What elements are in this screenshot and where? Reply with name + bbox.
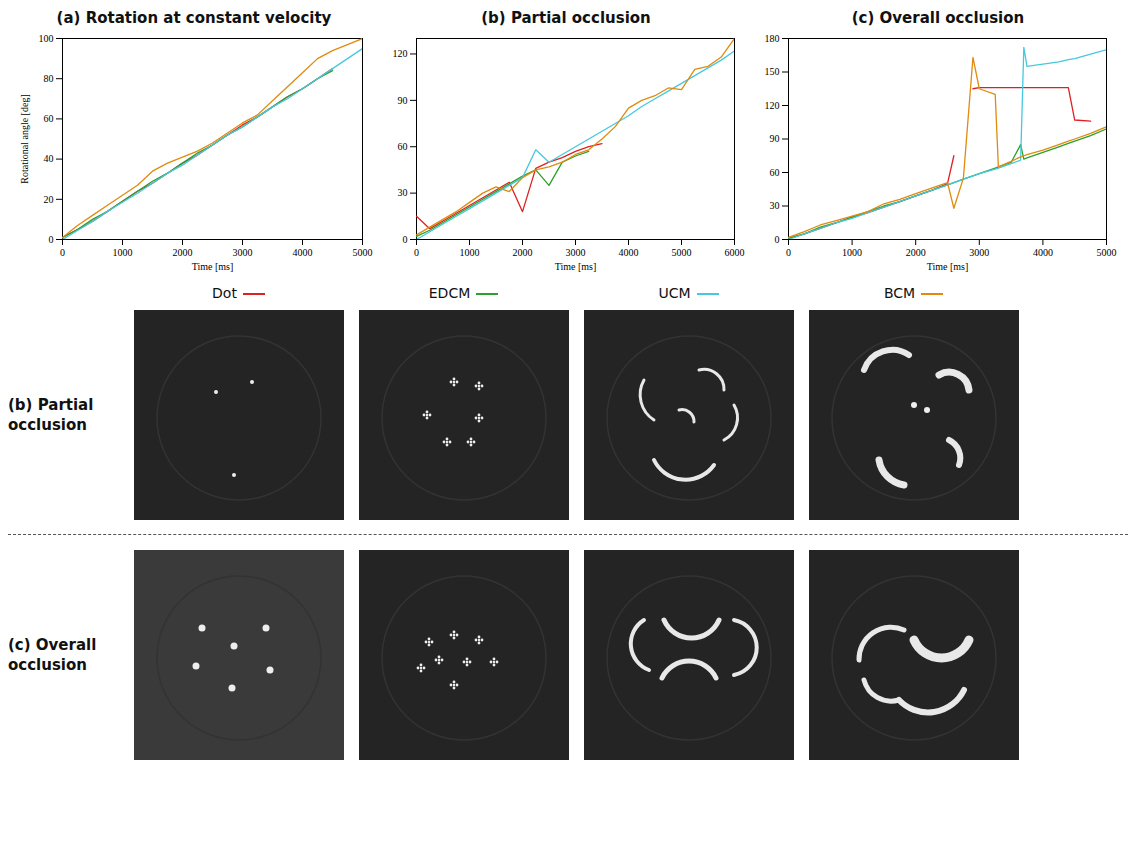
html-text:BCM: BCM xyxy=(883,285,916,301)
html-text:(a) Rotation at constant veloc: (a) Rotation at constant velocity xyxy=(56,9,332,27)
svg-text:Time [ms]: Time [ms] xyxy=(192,261,234,272)
svg-text:0: 0 xyxy=(60,247,65,258)
svg-text:5000: 5000 xyxy=(672,247,692,258)
svg-text:80: 80 xyxy=(44,73,54,84)
svg-text:4000: 4000 xyxy=(619,247,639,258)
svg-text:1000: 1000 xyxy=(113,247,133,258)
svg-text:3000: 3000 xyxy=(566,247,586,258)
svg-text:60: 60 xyxy=(770,167,780,178)
html-text:EDCM: EDCM xyxy=(428,285,471,301)
svg-text:120: 120 xyxy=(393,48,408,59)
svg-text:60: 60 xyxy=(398,141,408,152)
svg-text:0: 0 xyxy=(414,247,419,258)
svg-text:Time [ms]: Time [ms] xyxy=(927,261,969,272)
svg-text:90: 90 xyxy=(398,95,408,106)
svg-text:150: 150 xyxy=(765,66,780,77)
svg-text:30: 30 xyxy=(770,200,780,211)
svg-text:5000: 5000 xyxy=(353,247,373,258)
svg-text:20: 20 xyxy=(44,194,54,205)
html-text:Dot: Dot xyxy=(212,285,237,301)
svg-text:1000: 1000 xyxy=(842,247,862,258)
svg-text:60: 60 xyxy=(44,113,54,124)
svg-text:3000: 3000 xyxy=(233,247,253,258)
html-text:(b) Partial occlusion: (b) Partial occlusion xyxy=(481,9,651,27)
svg-text:180: 180 xyxy=(765,33,780,44)
svg-text:30: 30 xyxy=(398,187,408,198)
svg-text:Time [ms]: Time [ms] xyxy=(555,261,597,272)
html-text:UCM: UCM xyxy=(658,285,691,301)
svg-text:2000: 2000 xyxy=(906,247,926,258)
svg-text:5000: 5000 xyxy=(1097,247,1117,258)
svg-text:4000: 4000 xyxy=(1033,247,1053,258)
html-text:(b) Partial occlusion: (b) Partial occlusion xyxy=(8,395,94,434)
html-text:(c) Overall occlusion: (c) Overall occlusion xyxy=(851,9,1025,27)
html-text:(c) Overall occlusion: (c) Overall occlusion xyxy=(8,635,97,674)
svg-text:0: 0 xyxy=(49,234,54,245)
svg-text:0: 0 xyxy=(403,234,408,245)
svg-text:Rotational angle [deg]: Rotational angle [deg] xyxy=(19,94,30,183)
svg-text:120: 120 xyxy=(765,100,780,111)
svg-text:0: 0 xyxy=(775,234,780,245)
svg-text:4000: 4000 xyxy=(293,247,313,258)
svg-text:90: 90 xyxy=(770,133,780,144)
svg-text:0: 0 xyxy=(786,247,791,258)
svg-text:2000: 2000 xyxy=(513,247,533,258)
svg-text:40: 40 xyxy=(44,153,54,164)
svg-text:100: 100 xyxy=(39,33,54,44)
svg-text:1000: 1000 xyxy=(460,247,480,258)
svg-text:3000: 3000 xyxy=(969,247,989,258)
svg-text:6000: 6000 xyxy=(725,247,745,258)
svg-text:2000: 2000 xyxy=(173,247,193,258)
